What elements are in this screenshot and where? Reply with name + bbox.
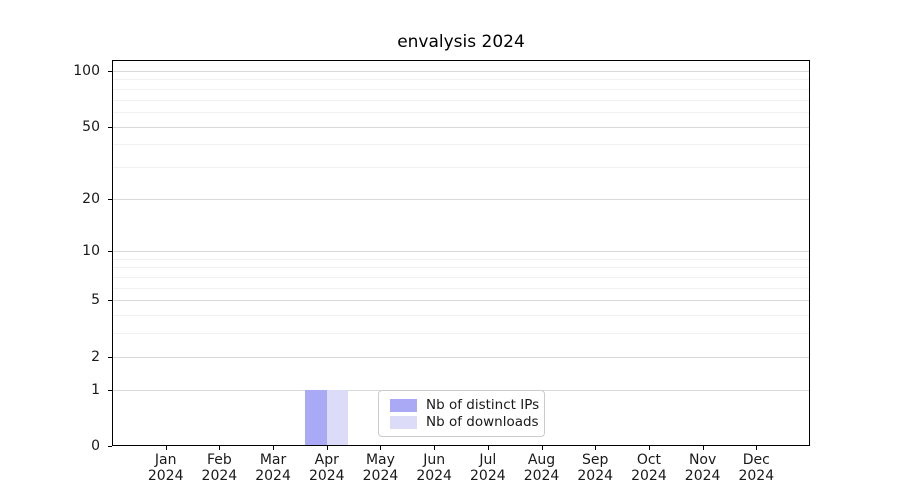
x-tick-year: 2024 [631, 468, 667, 484]
minor-gridline [113, 88, 809, 90]
y-axis-tick-label: 2 [91, 348, 100, 365]
legend-item-distinct-ips: Nb of distinct IPs [390, 397, 539, 413]
x-tick-year: 2024 [684, 468, 721, 484]
minor-gridline [113, 287, 809, 289]
x-tick-mark [756, 446, 758, 450]
x-tick-mark [702, 446, 704, 450]
x-axis-tick-label: Mar 2024 [245, 452, 301, 484]
x-tick-year: 2024 [470, 468, 506, 484]
x-tick-mark [434, 446, 436, 450]
legend-label-downloads: Nb of downloads [426, 414, 539, 430]
y-tick-mark [108, 300, 112, 302]
legend: Nb of distinct IPs Nb of downloads [378, 390, 545, 437]
x-tick-month: May [365, 452, 395, 468]
y-axis-tick-label: 10 [82, 243, 100, 260]
x-tick-month: Jun [423, 452, 446, 468]
x-tick-mark [165, 446, 167, 450]
x-tick-year: 2024 [255, 468, 291, 484]
minor-gridline [113, 166, 809, 168]
major-gridline [113, 251, 809, 253]
x-tick-year: 2024 [362, 468, 399, 484]
legend-item-downloads: Nb of downloads [390, 414, 539, 430]
y-axis-tick-label: 20 [82, 190, 100, 207]
x-tick-month: Mar [259, 452, 287, 468]
x-axis-tick-label: Sep 2024 [567, 452, 623, 484]
x-tick-year: 2024 [308, 468, 345, 484]
minor-gridline [113, 258, 809, 260]
x-tick-mark [380, 446, 382, 450]
plot-area [112, 60, 810, 446]
y-axis-tick-label: 0 [91, 438, 100, 454]
minor-gridline [113, 267, 809, 269]
y-tick-mark [108, 198, 112, 200]
x-tick-month: Nov [688, 452, 717, 468]
minor-gridline [113, 144, 809, 146]
x-tick-year: 2024 [577, 468, 614, 484]
x-tick-month: Oct [636, 452, 662, 468]
minor-gridline [113, 277, 809, 279]
legend-swatch-downloads [390, 415, 417, 429]
x-axis-tick-label: Jun 2024 [406, 452, 462, 484]
major-gridline [113, 300, 809, 302]
x-tick-mark [541, 446, 543, 450]
x-tick-mark [595, 446, 597, 450]
x-axis-tick-label: Oct 2024 [621, 452, 677, 484]
x-tick-year: 2024 [738, 468, 775, 484]
x-tick-mark [219, 446, 221, 450]
major-gridline [113, 198, 809, 200]
x-tick-mark [273, 446, 275, 450]
legend-swatch-distinct-ips [390, 398, 417, 412]
x-tick-month: Dec [742, 452, 770, 468]
major-gridline [113, 356, 809, 358]
x-tick-month: Aug [527, 452, 556, 468]
x-axis-tick-label: Aug 2024 [514, 452, 570, 484]
minor-gridline [113, 315, 809, 317]
x-axis-tick-label: Jan 2024 [138, 452, 194, 484]
x-axis-tick-label: Dec 2024 [728, 452, 784, 484]
y-axis-tick-label: 100 [73, 63, 100, 79]
x-axis-tick-label: Feb 2024 [191, 452, 247, 484]
x-tick-year: 2024 [201, 468, 238, 484]
x-tick-year: 2024 [523, 468, 560, 484]
x-tick-month: Feb [206, 452, 232, 468]
minor-gridline [113, 79, 809, 81]
legend-label-distinct-ips: Nb of distinct IPs [426, 397, 540, 413]
y-axis-tick-label: 1 [91, 381, 100, 398]
major-gridline [113, 71, 809, 72]
bar-distinct-ips [305, 389, 327, 445]
y-tick-mark [108, 446, 112, 447]
y-tick-mark [108, 126, 112, 128]
x-tick-month: Jul [479, 452, 497, 468]
major-gridline [113, 126, 809, 128]
x-tick-month: Jan [154, 452, 177, 468]
chart-title: envalysis 2024 [397, 32, 525, 52]
x-tick-year: 2024 [416, 468, 452, 484]
x-tick-mark [487, 446, 489, 450]
x-tick-month: Sep [582, 452, 609, 468]
x-tick-year: 2024 [147, 468, 184, 484]
y-tick-mark [108, 251, 112, 253]
x-axis-tick-label: Jul 2024 [460, 452, 516, 484]
bar-downloads [326, 389, 349, 445]
x-tick-mark [648, 446, 650, 450]
y-axis-tick-label: 5 [91, 292, 100, 309]
x-axis-tick-label: Apr 2024 [299, 452, 355, 484]
x-axis-tick-label: May 2024 [352, 452, 408, 484]
minor-gridline [113, 111, 809, 113]
minor-gridline [113, 99, 809, 101]
x-tick-mark [326, 446, 328, 450]
x-axis-tick-label: Nov 2024 [675, 452, 731, 484]
y-axis-tick-label: 50 [82, 118, 100, 135]
x-tick-month: Apr [314, 452, 339, 468]
y-tick-mark [108, 71, 112, 72]
y-tick-mark [108, 389, 112, 391]
y-tick-mark [108, 356, 112, 358]
minor-gridline [113, 333, 809, 335]
